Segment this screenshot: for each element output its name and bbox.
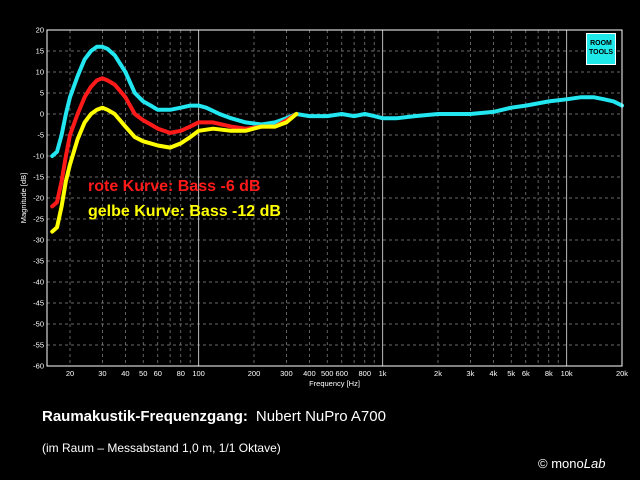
x-tick-label: 20k (616, 369, 628, 378)
y-tick-label: 20 (36, 26, 44, 35)
plot-frame (46, 29, 623, 367)
x-tick-label: 5k (507, 369, 515, 378)
y-tick-label: -5 (37, 131, 44, 140)
y-tick-label: 10 (36, 68, 44, 77)
x-axis-label: Frequency [Hz] (309, 379, 360, 388)
y-tick-label: -45 (33, 299, 44, 308)
y-tick-label: 5 (40, 89, 44, 98)
credit-name-b: Lab (583, 456, 606, 471)
annotation-yellow-curve: gelbe Kurve: Bass -12 dB (88, 203, 281, 220)
y-axis-label: Magnitude [dB] (19, 173, 28, 223)
logo-line-2: TOOLS (589, 49, 613, 56)
y-tick-label: -40 (33, 278, 44, 287)
series-line-1 (50, 76, 299, 209)
y-tick-label: -15 (33, 173, 44, 182)
x-tick-label: 500 (321, 369, 334, 378)
series-lines (50, 44, 624, 234)
x-tick-label: 30 (98, 369, 106, 378)
y-tick-label: -35 (33, 257, 44, 266)
x-tick-label: 2k (434, 369, 442, 378)
y-tick-label: -10 (33, 152, 44, 161)
x-tick-label: 60 (154, 369, 162, 378)
x-tick-label: 200 (248, 369, 261, 378)
y-axis-ticks: 20 15 10 5 0 -5 -10 -15 -20 -25 -30 -35 -40 -45 -50 -55… (33, 26, 44, 371)
copyright-symbol: © (538, 456, 548, 471)
credit-name-a: mono (551, 456, 584, 471)
caption-title-label: Raumakustik-Frequenzgang: (42, 408, 248, 425)
credit-name: monoLab (551, 456, 605, 471)
x-tick-label: 300 (280, 369, 293, 378)
series-line-0 (50, 44, 624, 158)
x-tick-label: 3k (466, 369, 474, 378)
x-tick-label: 40 (121, 369, 129, 378)
x-tick-label: 400 (303, 369, 316, 378)
x-tick-label: 8k (545, 369, 553, 378)
y-tick-label: -30 (33, 236, 44, 245)
annotation-red-curve: rote Kurve: Bass -6 dB (88, 178, 261, 195)
series-line-2 (50, 105, 299, 234)
y-tick-label: -20 (33, 194, 44, 203)
x-tick-label: 1k (379, 369, 387, 378)
x-tick-label: 20 (66, 369, 74, 378)
room-tools-logo: ROOM TOOLS (586, 33, 616, 65)
credit: © monoLab (538, 456, 605, 471)
y-tick-label: 0 (40, 110, 44, 119)
x-tick-label: 600 (336, 369, 349, 378)
x-tick-label: 80 (177, 369, 185, 378)
y-tick-label: -50 (33, 320, 44, 329)
caption-subtitle: (im Raum – Messabstand 1,0 m, 1/1 Oktave… (42, 441, 281, 455)
caption-model: Nubert NuPro A700 (255, 408, 386, 425)
y-tick-label: -55 (33, 341, 44, 350)
x-tick-label: 6k (522, 369, 530, 378)
y-tick-label: 15 (36, 47, 44, 56)
grid (47, 29, 623, 367)
x-tick-label: 50 (139, 369, 147, 378)
x-tick-label: 4k (489, 369, 497, 378)
y-tick-label: -60 (33, 362, 44, 371)
y-tick-label: -25 (33, 215, 44, 224)
x-tick-label: 10k (561, 369, 573, 378)
x-tick-label: 100 (192, 369, 205, 378)
x-tick-label: 800 (359, 369, 372, 378)
caption-title: Raumakustik-Frequenzgang: Nubert NuPro A7… (42, 408, 386, 425)
logo-line-1: ROOM (590, 40, 612, 47)
x-axis-ticks: 20 30 40 50 60 80 100 200 300 400 500 600 800 1k 2k 3k 4… (66, 369, 628, 378)
